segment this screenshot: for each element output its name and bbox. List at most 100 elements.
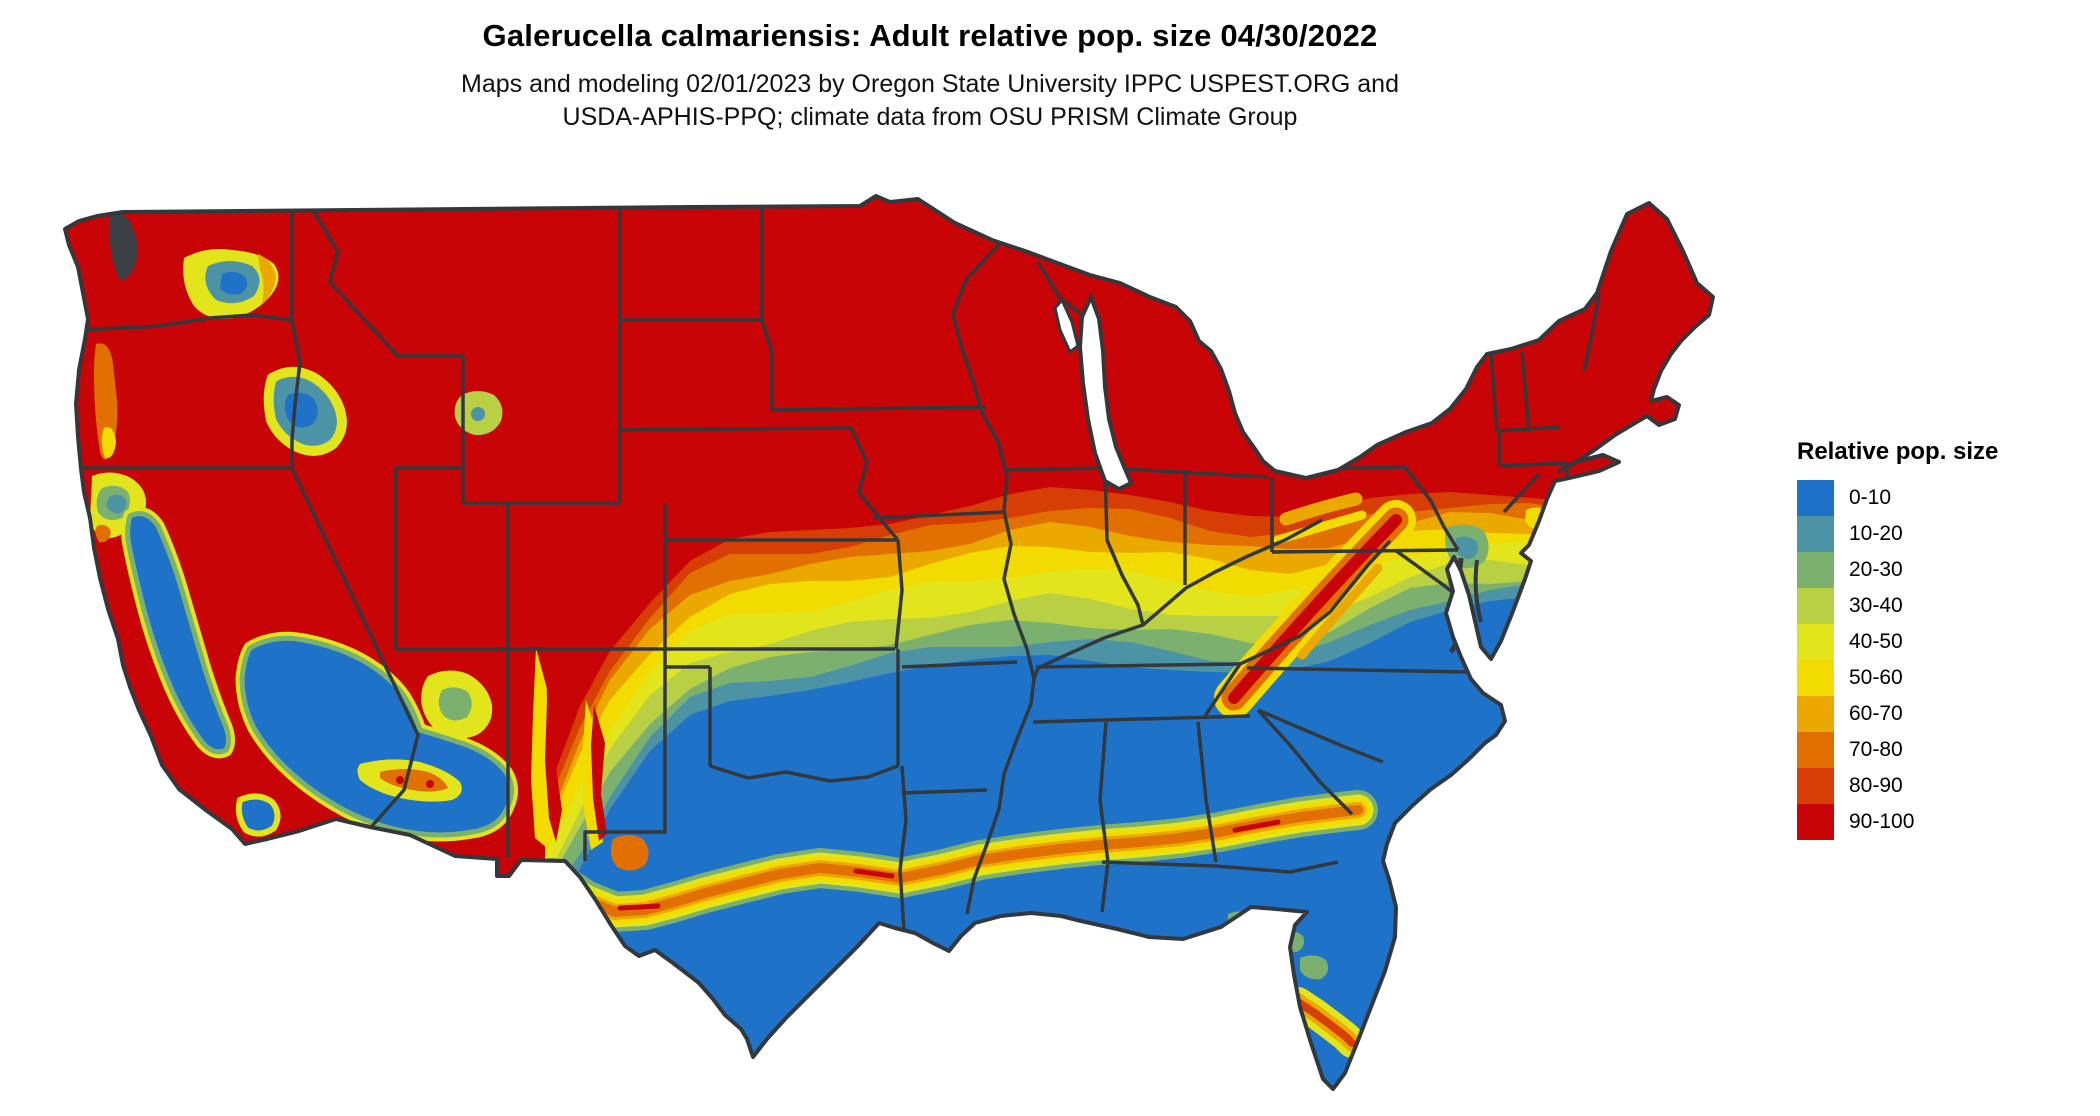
florida-band: [1283, 987, 1367, 1058]
gulf-band-red-core: [617, 903, 661, 911]
legend-label: 0-10: [1849, 486, 1892, 509]
map-features: [90, 212, 1549, 1058]
florida-band-red: [1294, 998, 1356, 1047]
state-border: [1196, 721, 1218, 863]
legend-swatch-70-80: [1797, 732, 1834, 768]
subtitle-line-2: USDA-APHIS-PPQ; climate data from OSU PR…: [562, 103, 1298, 131]
delmarva-teal-patch: [1455, 536, 1479, 559]
nm-range-red-west: [545, 652, 562, 842]
subtitle-line-1: Maps and modeling 02/01/2023 by Oregon S…: [461, 70, 1399, 98]
state-border: [873, 510, 1007, 520]
state-border: [1035, 662, 1241, 669]
yellowstone-teal-dot: [471, 407, 485, 421]
legend-row: 20-30: [1797, 552, 1998, 588]
state-border: [760, 208, 774, 410]
legend-swatch-50-60: [1797, 660, 1834, 696]
legend-row: 40-50: [1797, 624, 1998, 660]
state-border: [1403, 465, 1460, 551]
map-title: Galerucella calmariensis: Adult relative…: [482, 18, 1378, 53]
legend-label: 40-50: [1849, 630, 1903, 653]
state-border: [1502, 472, 1541, 514]
state-border: [1101, 860, 1339, 874]
legend-swatch-30-40: [1797, 588, 1834, 624]
state-border: [83, 313, 293, 332]
mogollon-red-dot: [396, 776, 404, 784]
green-bay: [1053, 297, 1080, 355]
state-border: [1520, 351, 1531, 432]
legend-title: Relative pop. size: [1797, 438, 1999, 465]
state-border: [1246, 666, 1471, 674]
columbia-basin-orange-streak: [258, 254, 276, 304]
nm-range-red-east: [591, 705, 607, 841]
state-border: [1328, 539, 1392, 614]
chesapeake-bay-line: [1473, 559, 1483, 623]
klamath-teal: [106, 494, 127, 514]
legend-label: 60-70: [1849, 702, 1903, 725]
legend-row: 60-70: [1797, 696, 1998, 732]
central-valley-blue: [125, 511, 232, 755]
panhandle-green-spot: [1228, 911, 1258, 934]
gulf-band-red-core: [1232, 819, 1281, 833]
legend-row: 30-40: [1797, 588, 1998, 624]
blue-ridge-streak: [1297, 563, 1383, 660]
legend-label: 90-100: [1849, 810, 1915, 833]
legend-row: 70-80: [1797, 732, 1998, 768]
legend-label: 70-80: [1849, 738, 1903, 761]
state-border: [1500, 461, 1568, 468]
legend: Relative pop. size 0-10 10-20 20-30 30-40 40…: [1797, 438, 1998, 840]
gulf-coast-band: [532, 790, 1378, 932]
legend-label: 50-60: [1849, 666, 1903, 689]
legend-swatch-10-20: [1797, 516, 1834, 552]
san-diego-coast-blue: [235, 793, 281, 837]
pa-ridge-streak: [1279, 492, 1363, 526]
state-border: [1582, 293, 1601, 372]
state-border: [619, 426, 852, 432]
legend-label: 80-90: [1849, 774, 1903, 797]
state-border: [1203, 610, 1332, 717]
state-border: [951, 242, 1036, 915]
puget-sound: [109, 212, 138, 281]
west-texas-orange-spot: [610, 835, 649, 871]
state-border: [1271, 548, 1459, 554]
legend-swatch-60-70: [1797, 696, 1834, 732]
legend-label: 10-20: [1849, 522, 1903, 545]
legend-swatch-0-10: [1797, 480, 1834, 516]
state-border: [290, 212, 302, 468]
legend-row: 50-60: [1797, 660, 1998, 696]
state-border: [290, 467, 420, 828]
state-border: [1036, 261, 1086, 318]
state-border: [1103, 467, 1145, 626]
state-border: [894, 539, 904, 766]
legend-swatch-80-90: [1797, 768, 1834, 804]
utah-plateau-green: [438, 687, 472, 721]
state-border: [1003, 466, 1106, 472]
state-border: [901, 788, 988, 795]
state-border: [1496, 425, 1561, 433]
legend-swatch-20-30: [1797, 552, 1834, 588]
gulf-band-red-core: [853, 868, 895, 879]
legend-row: 10-20: [1797, 516, 1998, 552]
state-borders: [83, 208, 1601, 931]
columbia-basin-core: [220, 271, 248, 295]
legend-row: 80-90: [1797, 768, 1998, 804]
header: Galerucella calmariensis: Adult relative…: [0, 18, 1860, 134]
legend-row: 0-10: [1797, 480, 1998, 516]
legend-entries: 0-10 10-20 20-30 30-40 40-50 50-60 60-70 70-80 8…: [1797, 480, 1998, 840]
state-border: [901, 660, 1018, 669]
state-border: [1257, 708, 1384, 764]
state-border: [771, 405, 986, 412]
legend-label: 30-40: [1849, 594, 1903, 617]
state-border: [665, 665, 712, 766]
state-border: [311, 209, 463, 358]
state-border: [849, 427, 900, 542]
klamath-orange-spot: [95, 524, 111, 543]
state-border: [1032, 714, 1251, 724]
state-border: [709, 764, 899, 783]
legend-swatch-90-100: [1797, 804, 1834, 840]
legend-swatch-40-50: [1797, 624, 1834, 660]
map-subtitle: Maps and modeling 02/01/2023 by Oregon S…: [0, 68, 1860, 134]
legend-label: 20-30: [1849, 558, 1903, 581]
legend-row: 90-100: [1797, 804, 1998, 840]
